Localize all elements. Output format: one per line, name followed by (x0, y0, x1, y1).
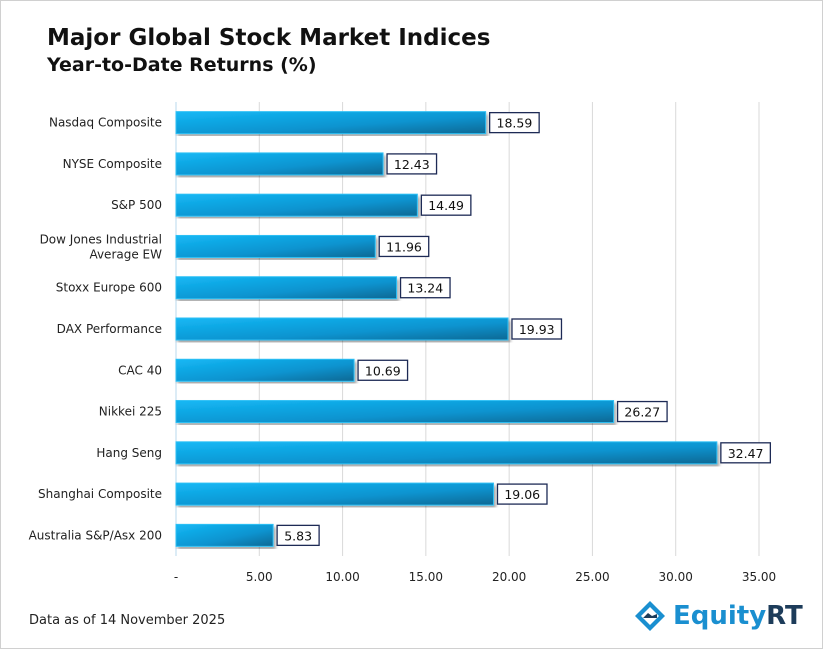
data-label-box (511, 318, 563, 340)
bar (175, 523, 274, 547)
logo-text: Equity (673, 601, 767, 631)
x-tick-label: 10.00 (325, 570, 359, 584)
logo-text-rt: RT (766, 601, 803, 631)
category-label: Shanghai Composite (38, 487, 162, 501)
bar (175, 193, 418, 217)
x-tick-label: 20.00 (492, 570, 526, 584)
data-label: 26.27 (624, 405, 660, 420)
x-tick-label: 5.00 (246, 570, 273, 584)
data-label-box (378, 235, 430, 258)
bar (175, 276, 398, 300)
category-label: CAC 40 (118, 363, 162, 377)
footer-note: Data as of 14 November 2025 (29, 613, 226, 628)
data-label-box (496, 483, 548, 505)
data-label-box (720, 442, 772, 464)
data-label-box (616, 400, 668, 423)
bar-chart: - 5.00 10.00 15.00 20.00 25.00 30.00 35.00 Nasda… (29, 102, 776, 584)
category-label: Stoxx Europe 600 (56, 281, 162, 295)
bar (175, 400, 615, 424)
category-label: DAX Performance (57, 322, 162, 336)
data-label: 19.06 (504, 487, 540, 502)
category-label: Dow Jones Industrial Average EW (40, 232, 163, 261)
x-tick-label: 35.00 (742, 570, 776, 584)
data-label-box (357, 359, 409, 381)
category-label: Australia S&P/Asx 200 (29, 528, 162, 542)
data-label: 18.59 (497, 116, 533, 131)
data-label-box (399, 277, 451, 299)
category-label: Hang Seng (96, 446, 162, 460)
data-label: 11.96 (386, 239, 422, 254)
bar (175, 152, 384, 176)
category-label: Nikkei 225 (99, 405, 162, 419)
bar (175, 441, 718, 465)
bar (175, 482, 494, 506)
logo-icon (635, 601, 665, 631)
data-label-box (276, 524, 320, 547)
data-label: 5.83 (284, 528, 312, 543)
bar (175, 111, 487, 135)
bar (175, 317, 509, 341)
equityrt-logo: EquityRT (633, 599, 803, 633)
chart-subtitle: Year-to-Date Returns (%) (47, 54, 317, 76)
bar (175, 358, 355, 382)
x-tick-label: 25.00 (575, 570, 609, 584)
data-label: 13.24 (407, 281, 443, 296)
x-tick-label: - (174, 570, 178, 584)
data-label-box (386, 153, 438, 175)
category-label: Nasdaq Composite (49, 116, 162, 130)
bar (175, 234, 376, 258)
category-label: NYSE Composite (63, 157, 162, 171)
data-label-box (420, 194, 472, 216)
data-label: 19.93 (519, 322, 555, 337)
data-label-box (489, 111, 540, 134)
x-tick-label: 30.00 (659, 570, 693, 584)
x-tick-label: 15.00 (409, 570, 443, 584)
data-label: 14.49 (428, 198, 464, 213)
category-label: S&P 500 (111, 198, 162, 212)
data-label: 10.69 (365, 363, 401, 378)
data-label: 32.47 (728, 446, 764, 461)
chart-title: Major Global Stock Market Indices (47, 25, 491, 51)
data-label: 12.43 (394, 157, 430, 172)
